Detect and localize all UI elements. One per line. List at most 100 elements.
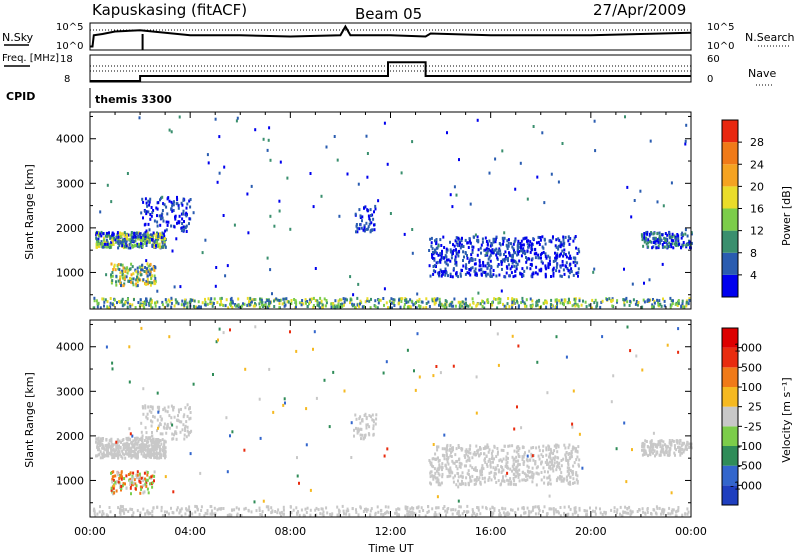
scatter-cell [673,444,676,448]
scatter-cell [146,267,148,271]
scatter-cell [685,300,688,304]
scatter-cell [654,443,657,447]
scatter-cell [461,447,464,451]
scatter-cell [135,270,138,274]
scatter-cell [135,282,138,286]
scatter-cell [431,474,434,478]
scatter-cell [124,456,127,460]
scatter-cell [146,417,149,421]
scatter-cell [295,303,298,306]
noise-right-tick-bottom: 10^0 [707,41,734,52]
scatter-cell [101,439,104,443]
scatter-cell [661,233,664,237]
scatter-cell [563,443,566,447]
scatter-cell [147,512,150,516]
scatter-cell [178,511,181,515]
scatter-cell [263,304,265,307]
scatter-cell [148,303,151,307]
scatter-cell [659,241,662,245]
scatter-cell [492,460,494,464]
scatter-cell [493,237,496,241]
scatter-cell [467,450,470,454]
scatter-cell [99,232,102,236]
scatter-cell [531,299,534,303]
scatter-cell [449,272,452,276]
scatter-cell [259,300,262,304]
scatter-cell [659,444,662,448]
scatter-cell [250,300,253,304]
scatter-cell [471,248,474,252]
scatter-cell [649,232,651,236]
scatter-cell [442,270,445,274]
scatter-cell [161,432,164,436]
scatter-cell [233,508,236,512]
scatter-cell [447,462,450,466]
scatter-cell [394,511,397,515]
scatter-cell [112,232,115,236]
scatter-cell [578,297,581,301]
scatter-cell [477,478,480,482]
scatter-cell [566,513,569,517]
scatter-cell [368,222,371,226]
scatter-cell [123,234,126,238]
scatter-cell [535,483,538,487]
scatter-cell [663,245,666,249]
scatter-cell [504,474,507,478]
scatter-cell [541,455,544,458]
scatter-cell [652,445,654,449]
scatter-cell [565,451,568,454]
scatter-cell [438,463,441,467]
scatter-cell [565,255,568,259]
scatter-cell [194,510,197,514]
scatter-cell [599,511,602,515]
scatter-cell [465,510,468,514]
scatter-cell [468,259,471,263]
scatter-cell [471,466,474,470]
scatter-cell [374,207,377,211]
scatter-cell [677,242,680,246]
scatter-cell [312,205,315,209]
scatter-cell [137,446,140,450]
scatter-cell [683,441,685,445]
scatter-cell [338,514,341,518]
scatter-cell [513,427,516,431]
colorbar-tick-label: 28 [750,136,764,149]
scatter-cell [674,453,676,457]
scatter-cell [438,303,440,307]
scatter-cell [136,272,139,276]
scatter-cell [273,299,275,303]
scatter-cell [126,237,129,241]
scatter-cell [129,277,131,280]
scatter-cell [544,272,547,276]
scatter-cell [344,297,347,301]
scatter-cell [535,251,538,255]
scatter-cell [458,458,460,462]
scatter-cell [494,157,497,161]
scatter-cell [283,512,285,516]
scatter-cell [429,237,432,241]
scatter-cell [333,135,336,138]
scatter-cell [526,242,529,246]
scatter-cell [253,500,256,504]
scatter-cell [474,258,477,262]
scatter-cell [434,458,437,461]
scatter-cell [139,237,142,241]
scatter-cell [623,303,626,307]
scatter-cell [147,405,150,409]
scatter-cell [610,300,613,303]
scatter-cell [570,470,573,474]
scatter-cell [250,184,253,188]
scatter-cell [478,264,481,268]
scatter-cell [505,243,508,247]
scatter-cell [143,306,146,310]
scatter-cell [135,476,138,480]
scatter-cell [653,240,656,244]
scatter-cell [508,444,511,448]
scatter-cell [358,417,361,421]
scatter-cell [145,210,148,214]
scatter-cell [186,301,189,305]
scatter-cell [582,299,584,303]
scatter-cell [506,247,509,250]
scatter-cell [668,241,671,245]
